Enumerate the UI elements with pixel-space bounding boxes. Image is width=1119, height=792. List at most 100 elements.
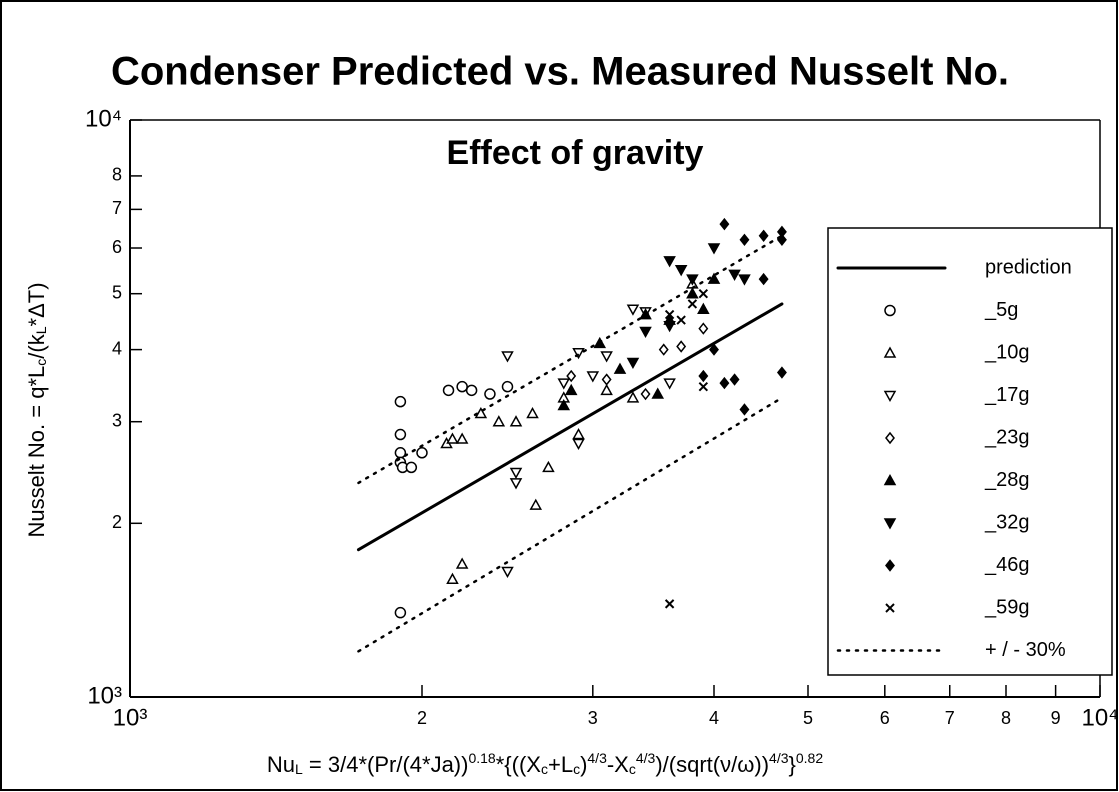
x-tick-label: 8	[1001, 708, 1011, 728]
point	[739, 233, 750, 246]
point	[663, 378, 676, 390]
point	[687, 299, 698, 309]
x-axis-label: NuL = 3/4*(Pr/(4*Ja))0.18*{((Xc+Lc)4/3-X…	[267, 750, 823, 776]
point	[394, 447, 407, 459]
point	[456, 380, 468, 393]
label-part: Nu	[267, 752, 295, 777]
point	[776, 366, 787, 379]
legend-label: _46g	[984, 554, 1030, 576]
point	[600, 383, 613, 396]
point	[586, 371, 600, 383]
legend-marker	[883, 390, 897, 403]
point	[698, 288, 709, 299]
label-part: L	[295, 761, 303, 777]
series-line	[356, 302, 784, 552]
point	[686, 274, 699, 286]
point	[455, 432, 469, 444]
point	[557, 398, 571, 411]
legend-marker	[885, 559, 895, 572]
point	[394, 395, 407, 408]
x-tick-label: 10³	[113, 704, 148, 731]
label-part: 4/3	[769, 750, 789, 766]
point	[572, 348, 585, 360]
chart-subtitle: Effect of gravity	[447, 134, 704, 172]
point	[758, 229, 769, 242]
y-tick-label: 3	[112, 410, 122, 430]
legend-label: _32g	[984, 511, 1030, 533]
y-axis-label: Nusselt No. = q*Lc/(kL*ΔT)	[24, 282, 49, 537]
point	[566, 369, 577, 383]
point	[707, 272, 721, 284]
point	[442, 384, 455, 397]
point	[697, 302, 710, 314]
label-part: 0.18	[468, 750, 495, 766]
legend-marker	[884, 304, 896, 317]
point	[626, 304, 640, 316]
point	[738, 274, 751, 286]
legend-label: _59g	[984, 596, 1030, 618]
point	[758, 272, 769, 286]
point	[707, 243, 721, 255]
point	[709, 343, 719, 356]
point	[416, 447, 428, 459]
label-part: 4/3	[636, 750, 656, 766]
point	[564, 383, 578, 396]
point	[613, 362, 627, 374]
y-tick-label: 6	[112, 237, 122, 257]
point	[664, 309, 675, 320]
y-tick-label: 4	[112, 338, 122, 358]
legend-label: _23g	[984, 426, 1030, 448]
point	[664, 599, 675, 609]
legend-label: _28g	[984, 469, 1030, 491]
chart-title: Condenser Predicted vs. Measured Nusselt…	[111, 50, 1009, 94]
point	[446, 432, 459, 444]
point	[719, 376, 730, 390]
point	[698, 322, 709, 335]
label-part: )/(sqrt(ν/ω))	[655, 752, 769, 777]
point	[446, 572, 459, 584]
point	[601, 373, 612, 386]
point	[572, 428, 585, 440]
point	[639, 326, 652, 339]
point	[542, 460, 555, 473]
point	[739, 403, 750, 416]
legend-label: prediction	[985, 256, 1072, 278]
point	[501, 351, 514, 363]
point	[509, 467, 523, 479]
point	[557, 378, 571, 390]
legend-label: + / - 30%	[985, 639, 1066, 661]
y-tick-label: 8	[112, 165, 122, 185]
point	[676, 340, 687, 353]
point	[474, 406, 488, 419]
point	[658, 343, 669, 356]
point	[501, 566, 514, 579]
legend-marker	[883, 518, 897, 530]
point	[492, 415, 506, 427]
x-tick-label: 7	[945, 708, 955, 728]
legend-box	[827, 227, 1113, 676]
label-part: = 3/4*(Pr/(4*Ja))	[303, 752, 469, 777]
point	[728, 269, 741, 281]
point	[626, 357, 640, 370]
y-tick-label: 2	[112, 512, 122, 532]
label-part: L	[33, 326, 49, 334]
point	[676, 315, 686, 325]
point	[394, 606, 407, 619]
point	[729, 373, 740, 386]
point	[698, 369, 709, 383]
point	[663, 256, 676, 268]
label-part: c	[33, 359, 49, 366]
y-tick-label: 5	[112, 282, 122, 302]
label-part: -X	[607, 752, 629, 777]
label-part: }	[789, 752, 796, 777]
point	[484, 388, 496, 400]
legend-marker	[885, 431, 895, 445]
label-part: *{((X	[496, 752, 542, 777]
y-tick-label: 10⁴	[85, 105, 122, 132]
point	[686, 287, 699, 299]
label-part: Nusselt No. = q*L	[24, 366, 49, 538]
point	[509, 415, 523, 427]
legend-marker	[883, 346, 897, 358]
point	[455, 557, 469, 569]
